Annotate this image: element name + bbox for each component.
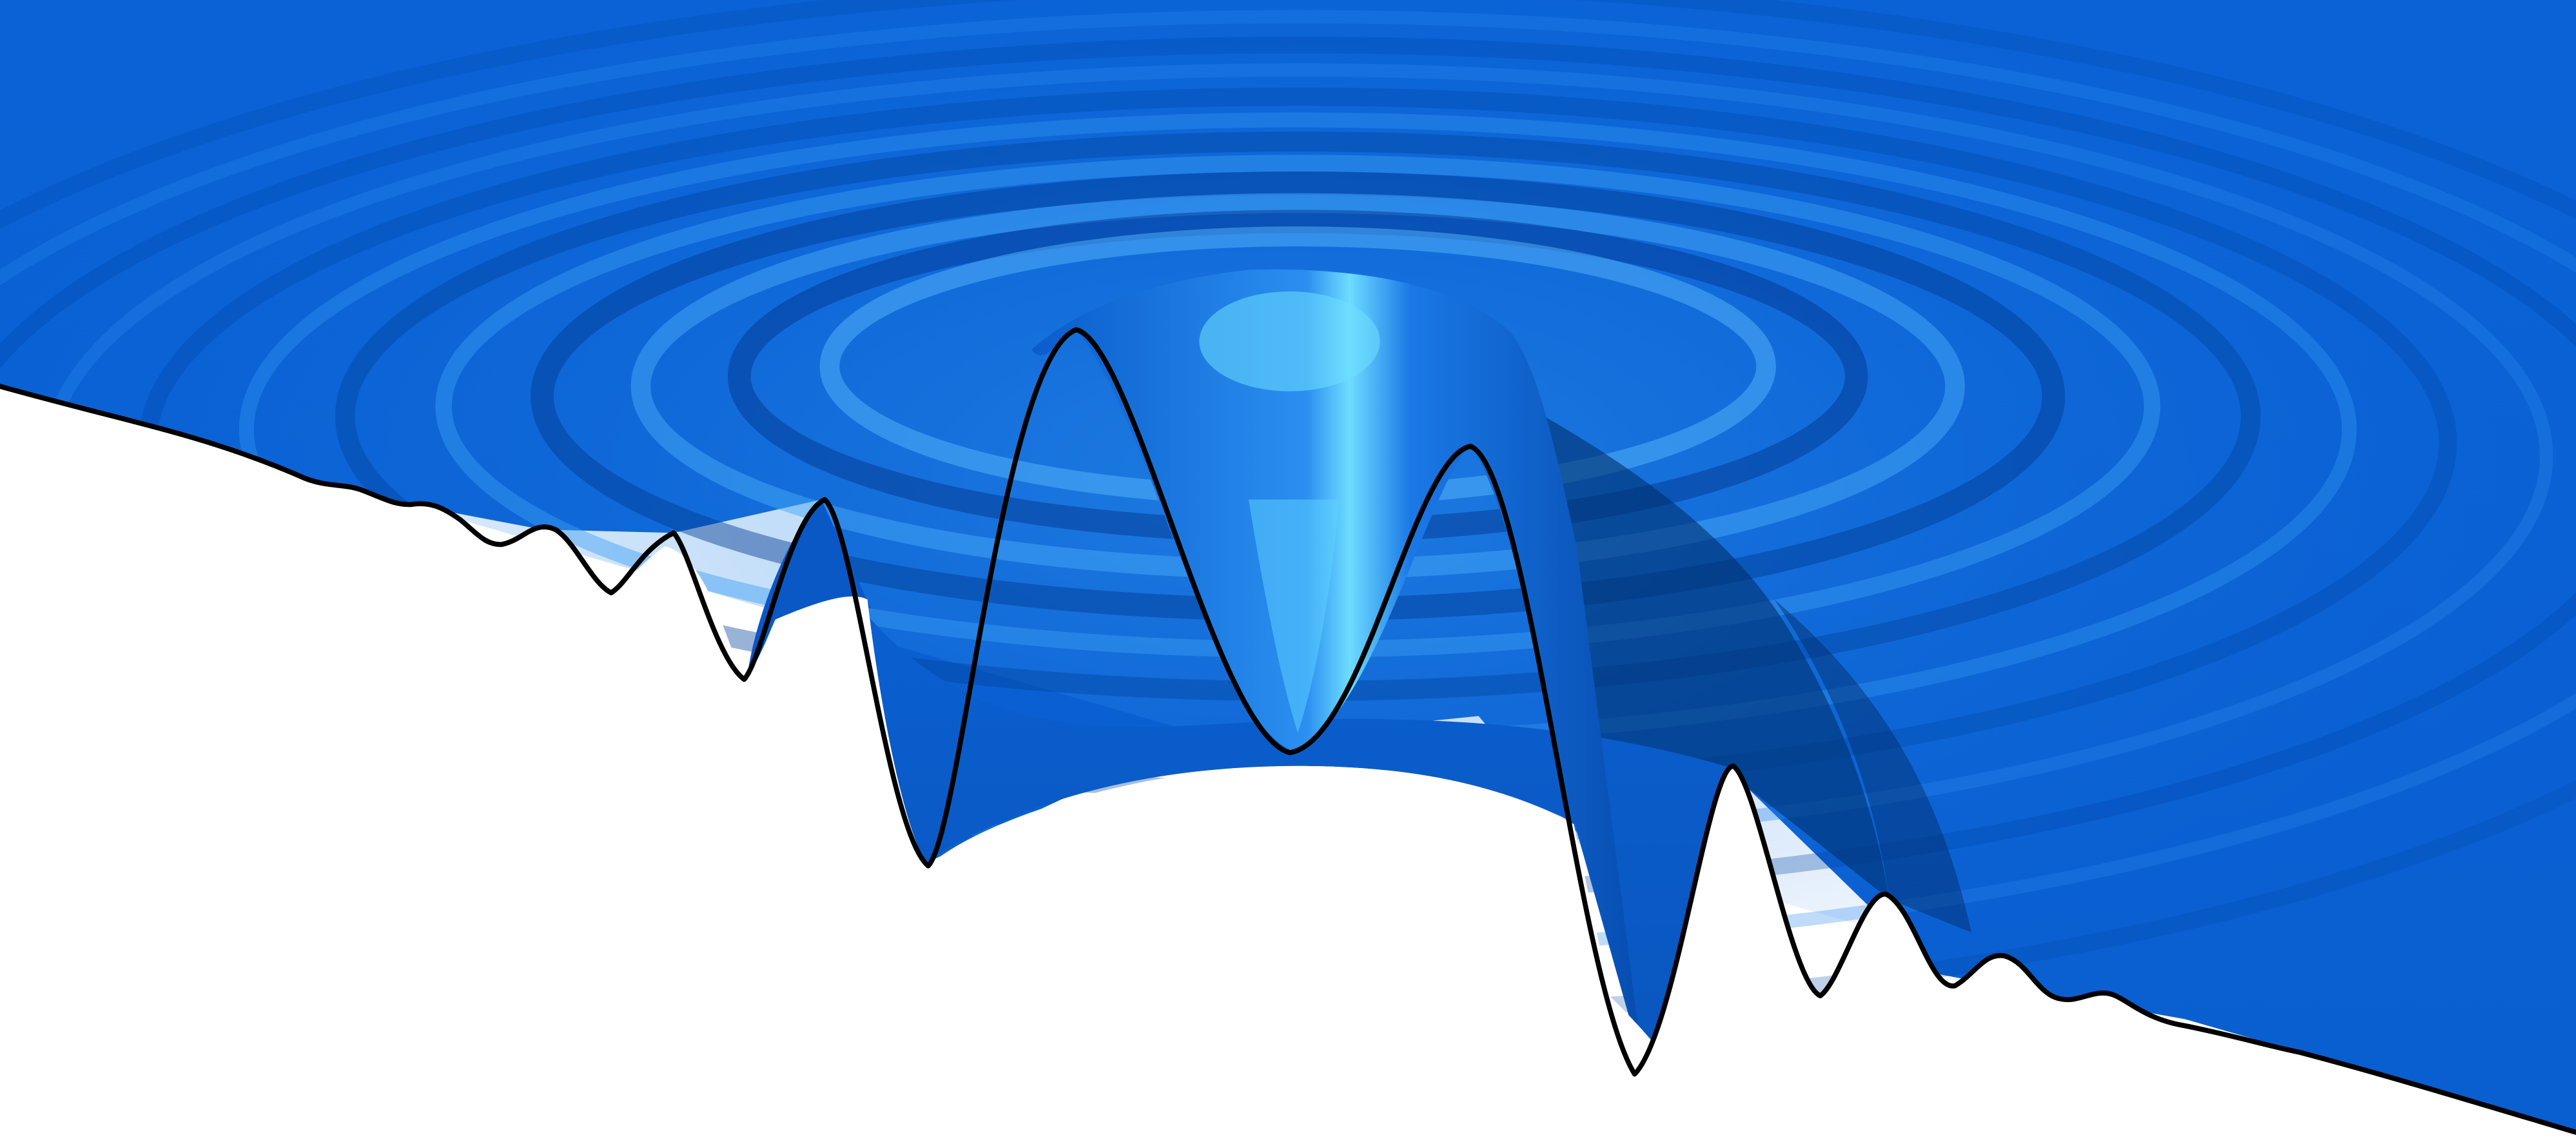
inner-wall (854, 599, 1733, 1066)
